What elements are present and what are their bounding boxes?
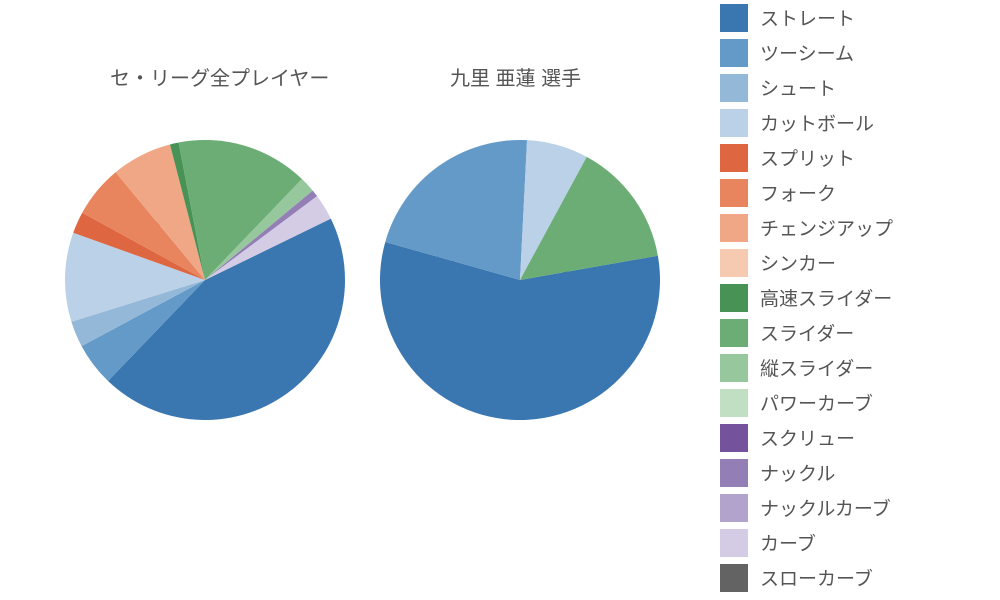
legend-item: ナックルカーブ: [720, 490, 980, 525]
legend-swatch: [720, 284, 748, 312]
legend-label: ツーシーム: [760, 39, 854, 66]
legend-swatch: [720, 144, 748, 172]
legend-swatch: [720, 319, 748, 347]
legend-item: スプリット: [720, 140, 980, 175]
legend-item: カーブ: [720, 525, 980, 560]
legend-label: スローカーブ: [760, 564, 873, 591]
legend-item: スライダー: [720, 315, 980, 350]
chart-container: セ・リーグ全プレイヤー44.410.315.2九里 亜蓮 選手57.121.47…: [0, 0, 1000, 600]
legend-swatch: [720, 424, 748, 452]
legend-item: スクリュー: [720, 420, 980, 455]
legend-label: フォーク: [760, 179, 836, 206]
legend-item: シュート: [720, 70, 980, 105]
legend-label: スプリット: [760, 144, 855, 171]
legend-swatch: [720, 214, 748, 242]
chart-title: セ・リーグ全プレイヤー: [110, 62, 329, 91]
legend-item: ツーシーム: [720, 35, 980, 70]
legend-swatch: [720, 109, 748, 137]
legend-item: パワーカーブ: [720, 385, 980, 420]
legend-swatch: [720, 74, 748, 102]
legend-label: ストレート: [760, 4, 855, 31]
legend-swatch: [720, 389, 748, 417]
legend-label: 高速スライダー: [760, 284, 892, 311]
legend-label: ナックルカーブ: [760, 494, 891, 521]
legend-label: ナックル: [760, 459, 835, 486]
legend-item: ナックル: [720, 455, 980, 490]
legend-label: シュート: [760, 74, 836, 101]
legend-label: シンカー: [760, 249, 836, 276]
legend-item: 縦スライダー: [720, 350, 980, 385]
legend-label: カーブ: [760, 529, 816, 556]
legend-label: スクリュー: [760, 424, 855, 451]
legend-item: スローカーブ: [720, 560, 980, 595]
legend-item: カットボール: [720, 105, 980, 140]
legend-label: チェンジアップ: [760, 214, 893, 241]
chart-title: 九里 亜蓮 選手: [450, 62, 581, 91]
legend-item: ストレート: [720, 0, 980, 35]
legend-item: チェンジアップ: [720, 210, 980, 245]
legend-item: 高速スライダー: [720, 280, 980, 315]
legend-swatch: [720, 249, 748, 277]
legend-label: スライダー: [760, 319, 854, 346]
legend-swatch: [720, 564, 748, 592]
legend-swatch: [720, 354, 748, 382]
legend-label: パワーカーブ: [760, 389, 873, 416]
legend-swatch: [720, 4, 748, 32]
legend-swatch: [720, 494, 748, 522]
legend-swatch: [720, 529, 748, 557]
legend-swatch: [720, 39, 748, 67]
legend-item: フォーク: [720, 175, 980, 210]
legend-label: 縦スライダー: [760, 354, 873, 381]
legend-swatch: [720, 179, 748, 207]
legend-label: カットボール: [760, 109, 874, 136]
pie-chart: [63, 138, 347, 422]
legend-item: シンカー: [720, 245, 980, 280]
legend: ストレートツーシームシュートカットボールスプリットフォークチェンジアップシンカー…: [720, 0, 980, 595]
legend-swatch: [720, 459, 748, 487]
pie-chart: [378, 138, 662, 422]
